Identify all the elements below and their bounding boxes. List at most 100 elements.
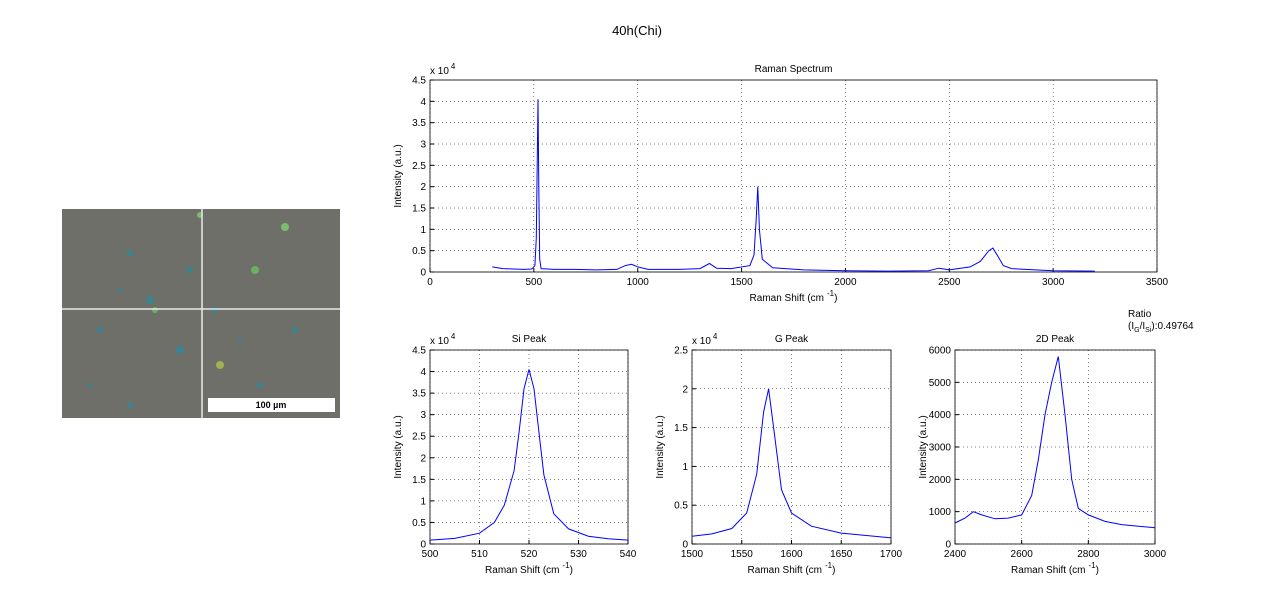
y-tick-label: 0.5 [412,246,426,257]
ratio-text: (IG/ISi):0.49764 [1128,321,1194,334]
x-label-part: Raman Shift (cm [1011,565,1085,576]
x-tick-label: 1600 [780,549,803,560]
y-tick-label: 5000 [929,378,952,389]
x-tick-label: 2500 [938,277,961,288]
multiplier-base: x 10 [430,66,449,77]
y-tick-label: 3.5 [412,118,426,129]
y-tick-label: 1 [420,225,426,236]
x-label-sup: -1 [825,561,833,570]
y-tick-label: 3.5 [412,389,426,400]
x-tick-label: 1000 [627,277,650,288]
multiplier-exp: 4 [713,332,718,341]
spectrum-line [429,369,629,541]
y-tick-label: 4.5 [412,346,426,357]
x-tick-label: 530 [570,549,587,560]
x-tick-label: 520 [521,549,538,560]
y-tick-label: 2 [420,453,426,464]
y-tick-label: 4.5 [412,76,426,87]
scale-label: 100 µm [256,400,287,410]
plot-frame [691,349,892,545]
x-tick-label: 3500 [1146,277,1169,288]
spectrum-line [954,356,1156,529]
ratio-sub: G [1134,327,1139,334]
multiplier-exp: 4 [451,332,456,341]
multiplier-base: x 10 [692,336,711,347]
y-tick-label: 3000 [929,443,952,454]
spectrum-line [691,388,892,539]
x-axis-label: Raman Shift (cm -1) [750,289,838,304]
x-tick-label: 1500 [681,549,704,560]
y-tick-label: 0 [682,540,688,551]
y-tick-label: 1 [682,462,688,473]
x-label-part: ) [1096,565,1099,576]
x-label-part: ) [832,565,835,576]
y-tick-label: 1 [420,496,426,507]
y-tick-label: 1000 [929,507,952,518]
x-label-part: ) [834,293,837,304]
y-tick-label: 3 [420,140,426,151]
x-tick-label: 500 [526,277,543,288]
x-tick-label: 1700 [880,549,903,560]
x-axis-label: Raman Shift (cm -1) [485,561,573,576]
plot-frame [429,349,629,545]
y-axis-label: Intensity (a.u.) [918,415,929,478]
y-tick-label: 4 [420,97,426,108]
chart-title: G Peak [775,334,809,345]
y-multiplier: x 10 4 [692,332,718,347]
y-axis-label: Intensity (a.u.) [393,144,404,207]
spectrum-line [492,99,1095,272]
y-tick-label: 1.5 [412,475,426,486]
y-multiplier: x 10 4 [430,62,456,77]
ratio-part: ):0.49764 [1151,321,1194,332]
x-tick-label: 1500 [730,277,753,288]
y-tick-label: 0 [420,268,426,279]
y-tick-label: 1.5 [674,423,688,434]
image-background [62,209,340,418]
ratio-label: Ratio [1128,309,1152,320]
y-tick-label: 0.5 [412,518,426,529]
x-tick-label: 1650 [830,549,853,560]
y-multiplier: x 10 4 [430,332,456,347]
x-tick-label: 3000 [1042,277,1065,288]
x-label-sup: -1 [563,561,571,570]
y-tick-label: 0.5 [674,501,688,512]
ratio-sub: Si [1145,327,1152,334]
x-label-part: Raman Shift (cm [750,293,824,304]
x-label-sup: -1 [1089,561,1097,570]
ratio-part: /I [1140,321,1146,332]
x-tick-label: 1550 [731,549,754,560]
y-tick-label: 0 [945,540,951,551]
x-tick-label: 3000 [1144,549,1167,560]
plot-frame [429,79,1158,273]
x-tick-label: 2800 [1077,549,1100,560]
y-axis-label: Intensity (a.u.) [655,415,666,478]
y-tick-label: 2 [682,384,688,395]
y-tick-label: 1.5 [412,204,426,215]
figure-title: 40h(Chi) [612,23,662,38]
x-label-part: Raman Shift (cm [748,565,822,576]
y-tick-label: 4000 [929,410,952,421]
y-axis-label: Intensity (a.u.) [393,415,404,478]
x-tick-label: 0 [427,277,433,288]
x-tick-label: 510 [471,549,488,560]
multiplier-base: x 10 [430,336,449,347]
y-tick-label: 2.5 [412,161,426,172]
chart-title: 2D Peak [1036,334,1075,345]
x-axis-label: Raman Shift (cm -1) [1011,561,1099,576]
x-tick-label: 2400 [944,549,967,560]
chart-title: Raman Spectrum [755,64,833,75]
x-axis-label: Raman Shift (cm -1) [748,561,836,576]
y-tick-label: 3 [420,410,426,421]
ratio-part: (I [1128,321,1134,332]
y-tick-label: 2 [420,182,426,193]
y-tick-label: 4 [420,367,426,378]
microscope-image: 100 µm [62,209,340,418]
y-tick-label: 6000 [929,346,952,357]
chart-title: Si Peak [512,334,547,345]
x-tick-label: 2600 [1011,549,1034,560]
y-tick-label: 2000 [929,475,952,486]
x-label-part: ) [570,565,573,576]
x-tick-label: 500 [422,549,439,560]
scale-bar [208,398,335,412]
